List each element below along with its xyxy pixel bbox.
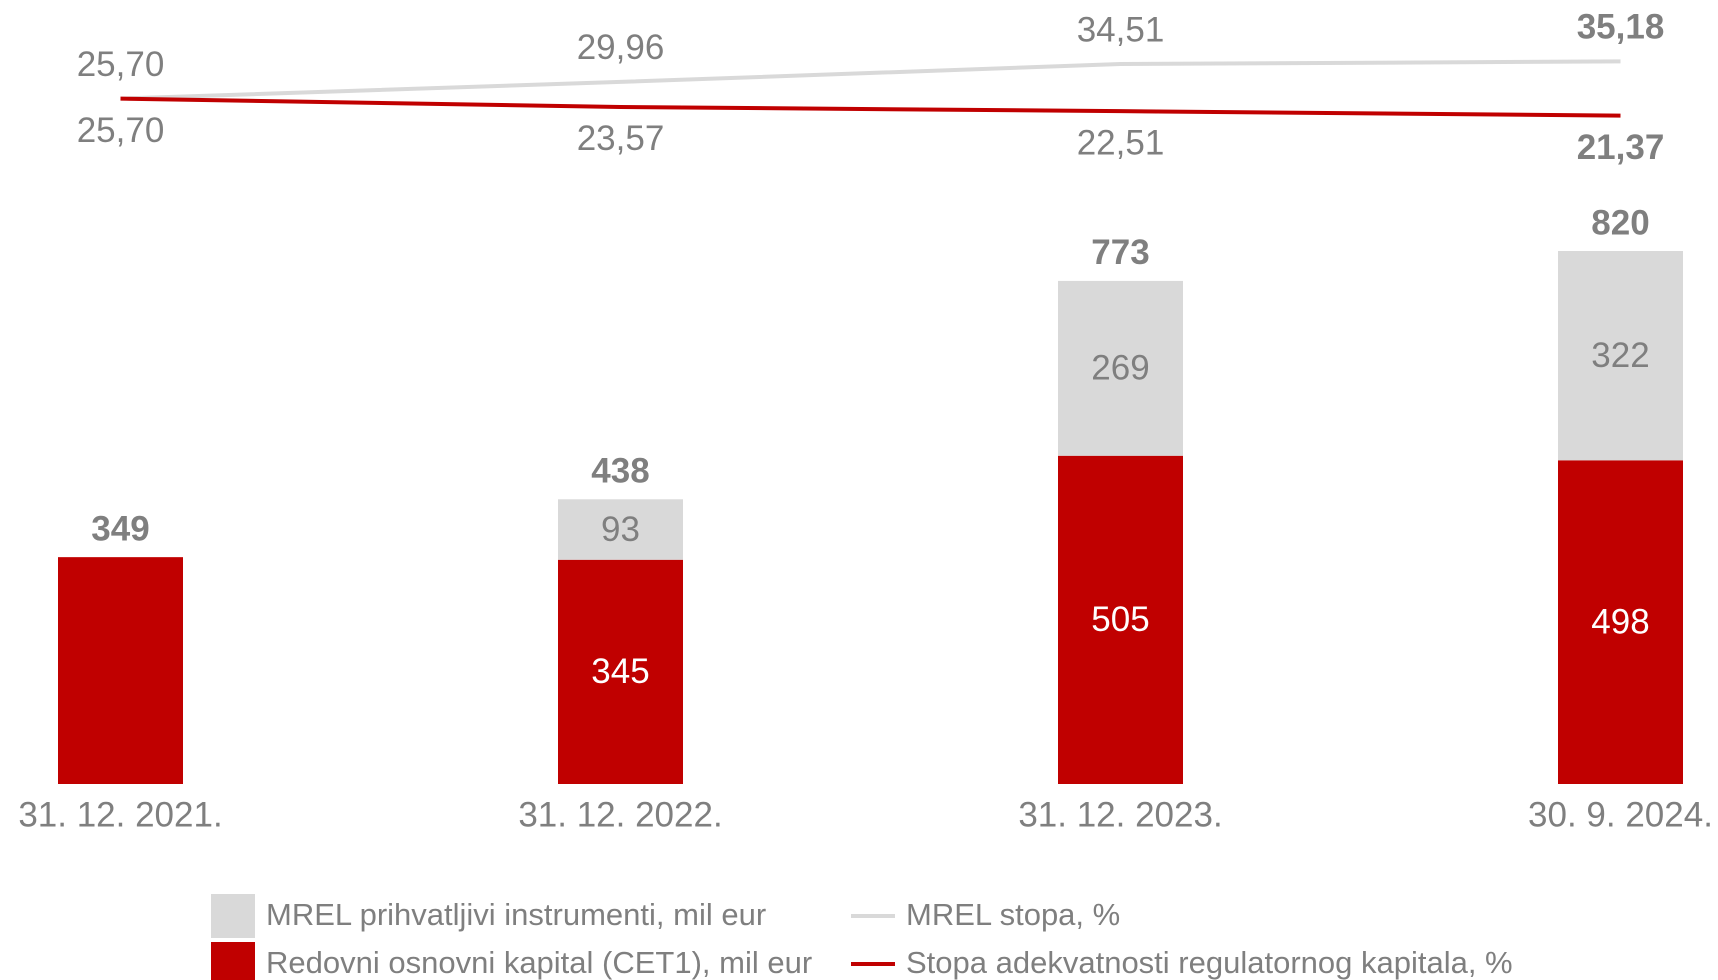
x-tick-label: 30. 9. 2024. [1528, 795, 1713, 834]
x-tick-label: 31. 12. 2021. [18, 795, 222, 834]
line [120, 96, 1621, 118]
total-label: 773 [1091, 233, 1149, 272]
line-value-label: 25,70 [77, 111, 165, 150]
bar-segment [1558, 460, 1683, 784]
bar-segment [1058, 280, 1183, 456]
legend-label: MREL prihvatljivi instrumenti, mil eur [266, 897, 766, 932]
line-value-label: 35,18 [1577, 8, 1665, 47]
x-tick-label: 31. 12. 2022. [518, 795, 722, 834]
legend-label: Stopa adekvatnosti regulatornog kapitala… [906, 945, 1513, 980]
segment-label: 498 [1591, 602, 1649, 641]
total-label: 820 [1591, 203, 1649, 242]
bar-segment [558, 499, 683, 560]
legend-swatch [211, 942, 255, 980]
segment-label: 505 [1091, 600, 1149, 639]
line [120, 59, 1621, 101]
x-tick-label: 31. 12. 2023. [1018, 795, 1222, 834]
legend-label: Redovni osnovni kapital (CET1), mil eur [266, 945, 812, 980]
legend-swatch [211, 894, 255, 938]
segment-label: 93 [601, 510, 640, 549]
line-value-label: 22,51 [1077, 123, 1165, 162]
bar-segment [58, 557, 183, 784]
line-value-label: 29,96 [577, 28, 665, 67]
segment-label: 269 [1091, 349, 1149, 388]
bar-segment [1058, 455, 1183, 784]
bar-segment [1558, 251, 1683, 461]
legend-label: MREL stopa, % [906, 897, 1120, 932]
segment-label: 322 [1591, 336, 1649, 375]
segment-label: 345 [591, 652, 649, 691]
total-label: 438 [591, 452, 649, 491]
total-label: 349 [91, 509, 149, 548]
line-value-label: 23,57 [577, 119, 665, 158]
bar-segment [558, 559, 683, 784]
line-value-label: 21,37 [1577, 128, 1665, 167]
line-value-label: 34,51 [1077, 10, 1165, 49]
line-value-label: 25,70 [77, 45, 165, 84]
